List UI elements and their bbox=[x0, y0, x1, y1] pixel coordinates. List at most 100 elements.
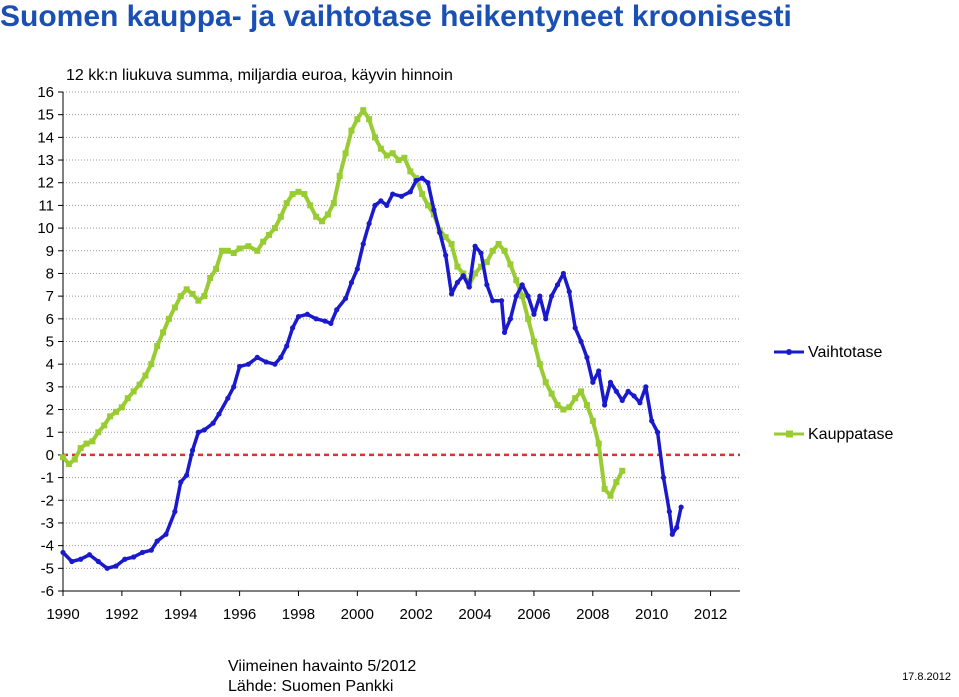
x-tick-label: 1992 bbox=[105, 606, 138, 623]
y-tick-label: 0 bbox=[46, 447, 54, 464]
data-point bbox=[631, 393, 637, 399]
data-point bbox=[583, 402, 590, 409]
legend-label: Vaihtotase bbox=[808, 344, 883, 361]
data-point bbox=[77, 445, 84, 452]
data-point bbox=[566, 289, 572, 295]
footer: Viimeinen havainto 5/2012 Lähde: Suomen … bbox=[228, 657, 416, 697]
data-point bbox=[278, 354, 284, 360]
data-point bbox=[266, 231, 273, 238]
data-point bbox=[572, 395, 579, 402]
data-point bbox=[560, 270, 566, 277]
data-point bbox=[154, 343, 161, 350]
y-tick-label: 11 bbox=[38, 197, 54, 214]
data-point bbox=[124, 395, 131, 402]
data-point bbox=[554, 402, 561, 409]
data-point bbox=[131, 554, 137, 560]
data-point bbox=[443, 252, 449, 258]
data-point bbox=[398, 193, 405, 199]
data-point bbox=[236, 245, 243, 252]
data-point bbox=[660, 474, 667, 481]
data-point bbox=[289, 325, 296, 331]
y-tick-label: 15 bbox=[37, 107, 54, 124]
data-point bbox=[118, 404, 125, 411]
y-tick-label: 1 bbox=[46, 424, 54, 441]
data-point bbox=[649, 418, 655, 424]
data-point bbox=[543, 316, 549, 322]
data-point bbox=[525, 315, 532, 322]
x-tick-label: 2002 bbox=[400, 606, 433, 623]
data-point bbox=[495, 240, 502, 247]
data-point bbox=[466, 284, 472, 290]
data-point bbox=[136, 381, 143, 388]
legend-label: Kauppatase bbox=[808, 426, 894, 443]
series-group bbox=[60, 107, 684, 571]
data-point bbox=[245, 243, 252, 250]
data-point bbox=[213, 265, 220, 272]
data-point bbox=[342, 295, 349, 302]
y-tick-label: 4 bbox=[46, 356, 54, 373]
data-point bbox=[407, 168, 414, 175]
data-point bbox=[272, 361, 278, 367]
y-tick-label: 13 bbox=[37, 152, 54, 169]
data-point bbox=[619, 467, 626, 474]
y-tick-label: -6 bbox=[41, 583, 54, 600]
data-point bbox=[472, 243, 478, 249]
data-point bbox=[301, 191, 308, 198]
data-point bbox=[334, 307, 340, 313]
data-point bbox=[448, 240, 455, 247]
data-point bbox=[289, 191, 296, 198]
data-point bbox=[60, 454, 66, 461]
data-point bbox=[78, 556, 84, 562]
data-point bbox=[437, 230, 443, 236]
data-point bbox=[460, 273, 466, 279]
data-point bbox=[643, 384, 649, 390]
data-point bbox=[95, 558, 101, 565]
data-point bbox=[324, 211, 331, 218]
data-point bbox=[477, 263, 484, 270]
data-point bbox=[377, 145, 384, 152]
date-stamp: 17.8.2012 bbox=[902, 671, 951, 683]
data-point bbox=[424, 202, 431, 209]
data-point bbox=[407, 189, 413, 195]
y-tick-label: 3 bbox=[46, 379, 54, 396]
grid bbox=[63, 91, 740, 592]
data-point bbox=[307, 202, 314, 209]
page-title: Suomen kauppa- ja vaihtotase heikentynee… bbox=[0, 0, 792, 33]
data-point bbox=[189, 447, 196, 453]
data-point bbox=[330, 200, 337, 207]
data-point bbox=[366, 116, 373, 123]
x-tick-label: 1998 bbox=[282, 606, 315, 623]
chart-subtitle: 12 kk:n liukuva summa, miljardia euroa, … bbox=[66, 67, 453, 84]
data-point bbox=[348, 127, 355, 134]
series-line-vaihtotase bbox=[61, 176, 683, 571]
data-point bbox=[319, 218, 326, 225]
data-point bbox=[595, 440, 602, 447]
data-point bbox=[578, 338, 584, 345]
y-tick-label: -3 bbox=[41, 515, 54, 532]
data-point bbox=[178, 479, 184, 485]
data-point bbox=[177, 293, 184, 300]
data-point bbox=[419, 191, 426, 198]
data-point bbox=[669, 531, 675, 537]
data-point bbox=[454, 279, 461, 286]
data-point bbox=[590, 379, 596, 385]
data-point bbox=[560, 406, 567, 413]
data-point bbox=[589, 417, 596, 424]
legend-marker bbox=[786, 349, 792, 355]
data-point bbox=[442, 234, 449, 241]
data-point bbox=[607, 492, 614, 499]
data-point bbox=[336, 172, 343, 179]
last-observation: Viimeinen havainto 5/2012 bbox=[228, 658, 417, 675]
x-tick-labels: 1990 1992 1994 1996 1998 2000 2002 2004 2006 2008… bbox=[46, 606, 727, 623]
data-point bbox=[271, 225, 278, 232]
data-point bbox=[231, 384, 237, 390]
data-point bbox=[472, 270, 479, 277]
data-point bbox=[148, 361, 155, 368]
y-tick-label: 14 bbox=[37, 129, 54, 146]
data-point bbox=[637, 400, 643, 406]
data-point bbox=[384, 202, 390, 209]
data-point bbox=[328, 320, 334, 326]
data-point bbox=[613, 479, 620, 486]
legend: Vaihtotase Kauppatase bbox=[774, 344, 894, 443]
